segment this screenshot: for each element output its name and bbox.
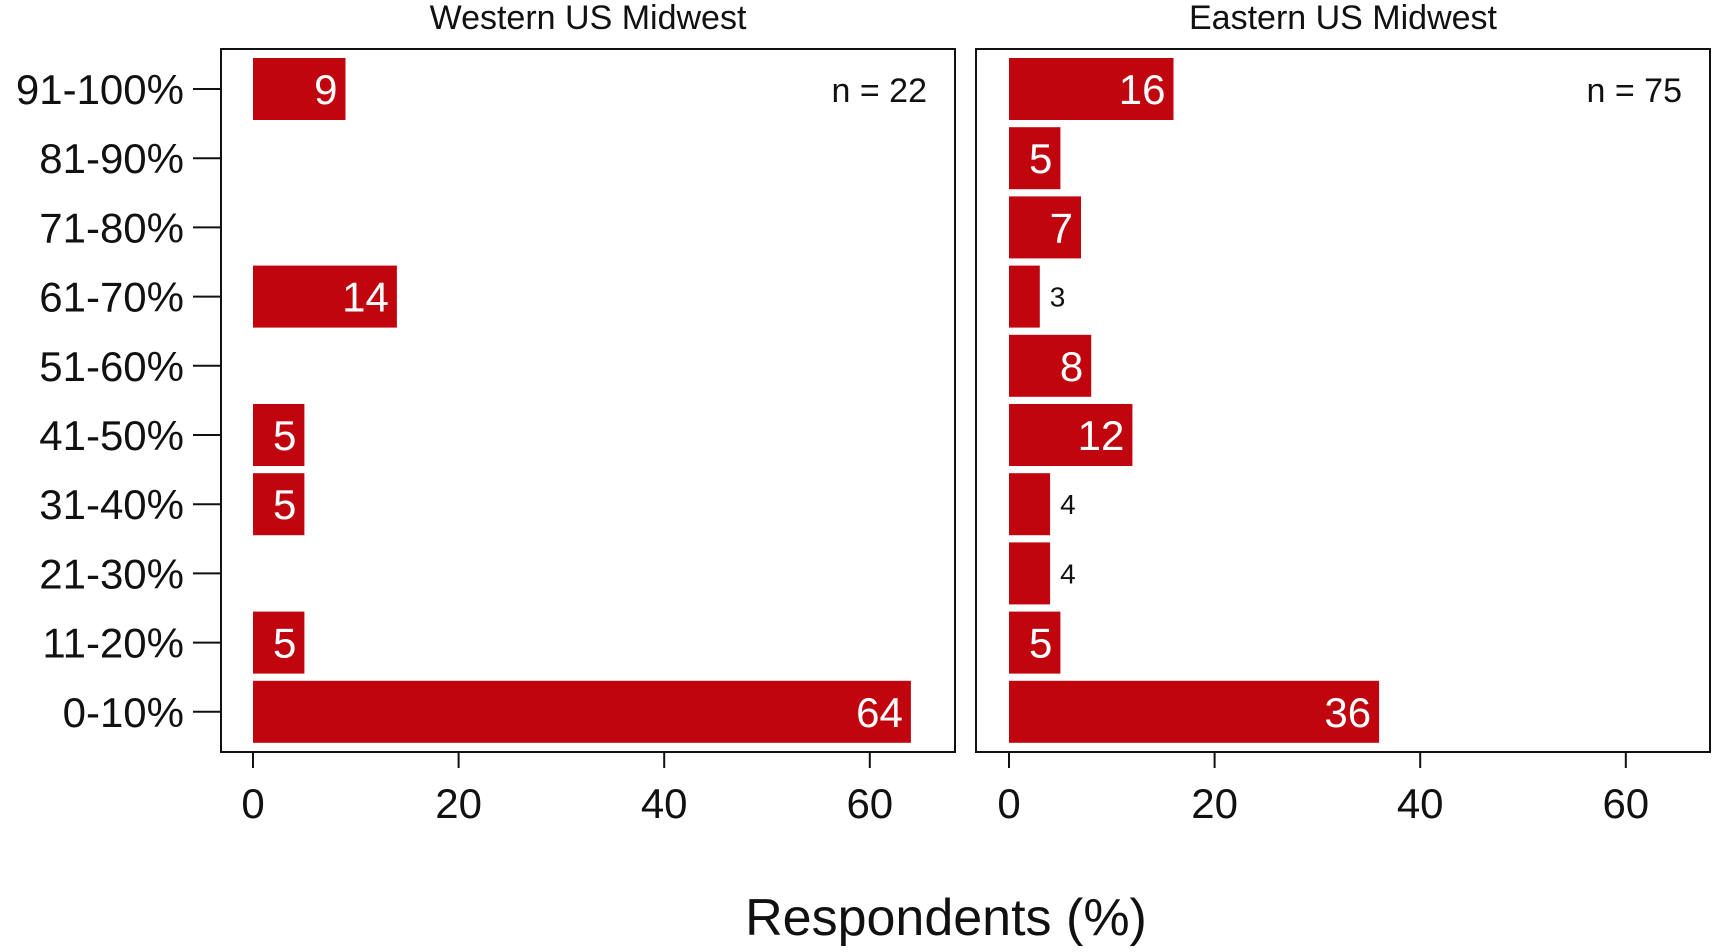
bar-eastern-3	[1009, 265, 1040, 328]
bar-label-eastern-3: 3	[1050, 282, 1066, 313]
x-tick-label-western-60: 60	[846, 780, 893, 827]
panel-eastern: Eastern US Midwest n = 75 1657381244536 …	[975, 0, 1711, 827]
bar-label-western-3: 14	[342, 274, 389, 321]
x-tick-label-eastern-40: 40	[1397, 780, 1444, 827]
x-axis-title: Respondents (%)	[745, 889, 1147, 947]
y-tick-label-1: 81-90%	[39, 135, 184, 182]
y-tick-label-4: 51-60%	[39, 343, 184, 390]
bar-label-eastern-4: 8	[1060, 343, 1083, 390]
panel-western-n-label: n = 22	[832, 72, 927, 110]
bar-western-6	[253, 473, 305, 536]
panel-western-title: Western US Midwest	[430, 0, 747, 37]
y-tick-label-7: 21-30%	[39, 550, 184, 597]
bar-label-eastern-0: 16	[1119, 66, 1166, 113]
bar-eastern-0	[1009, 58, 1174, 120]
bar-label-eastern-7: 4	[1060, 558, 1076, 589]
bar-eastern-2	[1009, 196, 1081, 259]
panel-eastern-frame	[975, 48, 1711, 753]
bar-eastern-5	[1009, 404, 1133, 466]
bar-eastern-8	[1009, 611, 1061, 674]
panel-western-x-axis: 0 20 40 60	[241, 752, 893, 827]
bar-western-5	[253, 404, 305, 466]
x-tick-label-western-0: 0	[241, 780, 264, 827]
panel-western-frame	[220, 48, 956, 753]
bar-label-eastern-8: 5	[1029, 620, 1052, 667]
bar-label-eastern-9: 36	[1324, 689, 1371, 736]
panel-eastern-x-axis: 0 20 40 60	[997, 752, 1649, 827]
bar-eastern-6	[1009, 473, 1051, 536]
panel-western: Western US Midwest n = 22 9 14 5 5 5 64 0 20 40…	[220, 0, 956, 827]
bar-label-eastern-2: 7	[1050, 204, 1073, 251]
bar-label-western-6: 5	[273, 481, 296, 528]
bar-eastern-4	[1009, 334, 1092, 397]
x-tick-label-eastern-60: 60	[1602, 780, 1649, 827]
y-tick-label-6: 31-40%	[39, 481, 184, 528]
bar-western-0	[253, 58, 346, 120]
y-tick-label-5: 41-50%	[39, 412, 184, 459]
bar-label-eastern-5: 12	[1078, 412, 1125, 459]
bar-western-9	[253, 680, 911, 743]
bar-western-8	[253, 611, 305, 674]
bar-label-western-5: 5	[273, 412, 296, 459]
x-tick-label-eastern-0: 0	[997, 780, 1020, 827]
panel-eastern-n-label: n = 75	[1587, 72, 1682, 110]
bar-eastern-1	[1009, 127, 1061, 190]
x-tick-label-western-20: 20	[435, 780, 482, 827]
y-axis: 91-100% 81-90% 71-80% 61-70% 51-60% 41-50% 31-…	[16, 66, 221, 736]
bar-label-western-0: 9	[314, 66, 337, 113]
panel-eastern-title: Eastern US Midwest	[1189, 0, 1498, 37]
bar-western-3	[253, 265, 397, 328]
bar-label-eastern-6: 4	[1060, 489, 1076, 520]
x-tick-label-eastern-20: 20	[1191, 780, 1238, 827]
bar-eastern-9	[1009, 680, 1380, 743]
x-tick-label-western-40: 40	[641, 780, 688, 827]
y-tick-label-8: 11-20%	[42, 620, 184, 667]
bar-label-western-9: 64	[856, 689, 903, 736]
y-tick-label-9: 0-10%	[63, 689, 184, 736]
bar-label-eastern-1: 5	[1029, 135, 1052, 182]
y-tick-label-3: 61-70%	[39, 274, 184, 321]
panel-western-bars: 9 14 5 5 5 64	[253, 58, 911, 743]
bar-eastern-7	[1009, 542, 1051, 605]
bar-label-western-8: 5	[273, 620, 296, 667]
y-tick-label-2: 71-80%	[39, 204, 184, 251]
y-tick-label-0: 91-100%	[16, 66, 184, 113]
